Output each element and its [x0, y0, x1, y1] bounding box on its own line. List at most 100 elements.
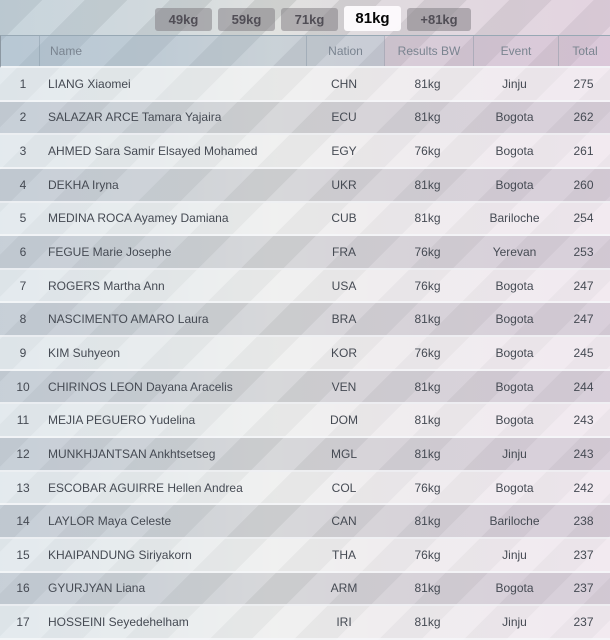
name-cell: GYURJYAN Liana — [48, 581, 146, 596]
table-row[interactable]: 10 CHIRINOS LEON Dayana Aracelis VEN 81k… — [0, 370, 610, 405]
rank-cell: 11 — [16, 413, 30, 428]
name-cell: DEKHA Iryna — [48, 177, 119, 192]
event-cell: Bogota — [495, 177, 534, 192]
table-row[interactable]: 16 GYURJYAN Liana ARM 81kg Bogota 237 — [0, 572, 610, 607]
event-cell: Bariloche — [489, 211, 540, 226]
header-nation: Nation — [306, 36, 384, 66]
bodyweight-cell: 76kg — [414, 480, 441, 495]
tab-71kg[interactable]: 71kg — [281, 8, 338, 31]
bodyweight-cell: 76kg — [414, 278, 441, 293]
table-row[interactable]: 3 AHMED Sara Samir Elsayed Mohamed EGY 7… — [0, 135, 610, 169]
nation-cell: EGY — [331, 144, 357, 159]
event-cell: Jinju — [502, 76, 527, 91]
total-cell: 247 — [573, 278, 594, 293]
bodyweight-cell: 81kg — [414, 446, 441, 461]
rank-cell: 3 — [19, 144, 27, 159]
tab-49kg[interactable]: 49kg — [155, 8, 212, 31]
name-cell: NASCIMENTO AMARO Laura — [48, 312, 209, 327]
table-row[interactable]: 4 DEKHA Iryna UKR 81kg Bogota 260 — [0, 168, 610, 203]
total-cell: 275 — [573, 76, 594, 91]
event-cell: Bogota — [495, 144, 534, 159]
table-row[interactable]: 15 KHAIPANDUNG Siriyakorn THA 76kg Jinju… — [0, 538, 610, 573]
total-cell: 245 — [573, 345, 594, 360]
name-cell: LIANG Xiaomei — [48, 76, 131, 91]
name-cell: AHMED Sara Samir Elsayed Mohamed — [48, 144, 258, 159]
rank-cell: 1 — [19, 76, 27, 91]
nation-cell: BRA — [331, 312, 357, 327]
total-cell: 262 — [573, 110, 594, 125]
nation-cell: MGL — [330, 446, 357, 461]
bodyweight-cell: 81kg — [414, 379, 441, 394]
rank-cell: 6 — [19, 245, 27, 260]
rank-cell: 2 — [19, 110, 27, 125]
total-cell: 247 — [573, 312, 594, 327]
nation-cell: VEN — [331, 379, 357, 394]
rank-cell: 14 — [16, 514, 30, 529]
nation-cell: DOM — [330, 413, 358, 428]
bodyweight-cell: 81kg — [414, 312, 441, 327]
name-cell: CHIRINOS LEON Dayana Aracelis — [48, 379, 233, 394]
event-cell: Bogota — [495, 480, 534, 495]
name-cell: ESCOBAR AGUIRRE Hellen Andrea — [48, 480, 243, 495]
header-total: Total — [558, 36, 610, 66]
bodyweight-cell: 81kg — [414, 177, 441, 192]
event-cell: Bogota — [495, 312, 534, 327]
total-cell: 243 — [573, 413, 594, 428]
table-row[interactable]: 2 SALAZAR ARCE Tamara Yajaira ECU 81kg B… — [0, 101, 610, 136]
table-row[interactable]: 17 HOSSEINI Seyedehelham IRI 81kg Jinju … — [0, 606, 610, 640]
event-cell: Bogota — [495, 379, 534, 394]
event-cell: Jinju — [502, 446, 527, 461]
total-cell: 244 — [573, 379, 594, 394]
name-cell: MUNKHJANTSAN Ankhtsetseg — [48, 446, 216, 461]
nation-cell: FRA — [332, 245, 356, 260]
table-row[interactable]: 13 ESCOBAR AGUIRRE Hellen Andrea COL 76k… — [0, 471, 610, 506]
table-row[interactable]: 9 KIM Suhyeon KOR 76kg Bogota 245 — [0, 337, 610, 371]
event-cell: Bariloche — [489, 514, 540, 529]
rank-cell: 7 — [19, 278, 27, 293]
tab-81kg[interactable]: 81kg — [344, 6, 401, 31]
header-name: Name — [39, 36, 306, 66]
event-cell: Yerevan — [492, 245, 537, 260]
rank-cell: 4 — [19, 177, 27, 192]
table-header: Name Nation Results BW Event Total — [0, 35, 610, 68]
table-row[interactable]: 1 LIANG Xiaomei CHN 81kg Jinju 275 — [0, 68, 610, 102]
bodyweight-cell: 81kg — [414, 110, 441, 125]
bodyweight-cell: 81kg — [414, 514, 441, 529]
table-body: 1 LIANG Xiaomei CHN 81kg Jinju 275 2 SAL… — [0, 68, 610, 640]
total-cell: 243 — [573, 446, 594, 461]
total-cell: 260 — [573, 177, 594, 192]
total-cell: 237 — [573, 581, 594, 596]
tab-59kg[interactable]: 59kg — [218, 8, 275, 31]
nation-cell: USA — [331, 278, 357, 293]
rank-cell: 8 — [19, 312, 27, 327]
total-cell: 237 — [573, 547, 594, 562]
table-row[interactable]: 7 ROGERS Martha Ann USA 76kg Bogota 247 — [0, 269, 610, 304]
table-row[interactable]: 12 MUNKHJANTSAN Ankhtsetseg MGL 81kg Jin… — [0, 438, 610, 472]
rank-cell: 12 — [16, 446, 30, 461]
name-cell: ROGERS Martha Ann — [48, 278, 165, 293]
table-row[interactable]: 8 NASCIMENTO AMARO Laura BRA 81kg Bogota… — [0, 303, 610, 338]
total-cell: 254 — [573, 211, 594, 226]
rank-cell: 5 — [19, 211, 27, 226]
event-cell: Bogota — [495, 110, 534, 125]
table-row[interactable]: 11 MEJIA PEGUERO Yudelina DOM 81kg Bogot… — [0, 404, 610, 439]
nation-cell: ARM — [330, 581, 358, 596]
nation-cell: KOR — [330, 345, 357, 360]
tab-plus81kg[interactable]: +81kg — [407, 8, 471, 31]
table-row[interactable]: 6 FEGUE Marie Josephe FRA 76kg Yerevan 2… — [0, 236, 610, 270]
name-cell: FEGUE Marie Josephe — [48, 245, 172, 260]
total-cell: 242 — [573, 480, 594, 495]
rank-cell: 13 — [16, 480, 30, 495]
header-event: Event — [473, 36, 558, 66]
table-row[interactable]: 5 MEDINA ROCA Ayamey Damiana CUB 81kg Ba… — [0, 202, 610, 237]
name-cell: LAYLOR Maya Celeste — [48, 514, 172, 529]
name-cell: KIM Suhyeon — [48, 345, 121, 360]
total-cell: 237 — [573, 615, 594, 630]
total-cell: 261 — [573, 144, 594, 159]
nation-cell: CAN — [331, 514, 357, 529]
header-results-bw: Results BW — [384, 36, 473, 66]
table-row[interactable]: 14 LAYLOR Maya Celeste CAN 81kg Bariloch… — [0, 505, 610, 539]
rank-cell: 17 — [16, 615, 30, 630]
rank-cell: 9 — [19, 345, 27, 360]
bodyweight-cell: 76kg — [414, 144, 441, 159]
